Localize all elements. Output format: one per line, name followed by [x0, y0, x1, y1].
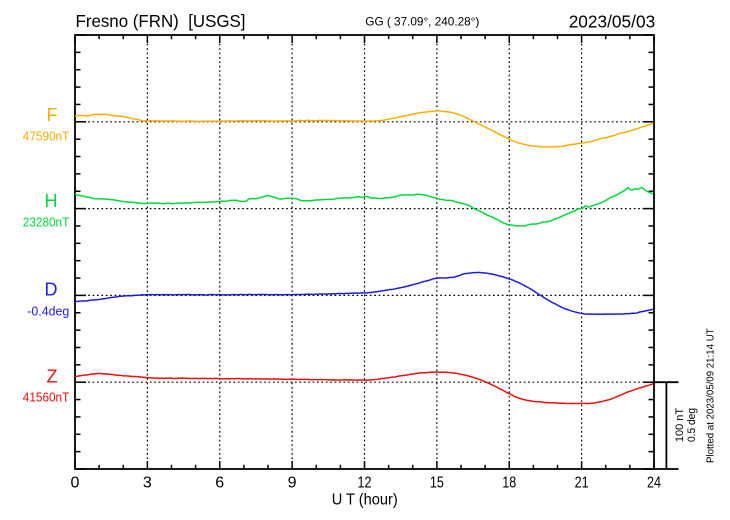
svg-text:18: 18 [502, 475, 516, 492]
svg-text:D: D [45, 280, 58, 300]
svg-text:F: F [47, 105, 58, 125]
svg-text:Z: Z [47, 367, 58, 387]
svg-text:24: 24 [647, 475, 661, 492]
svg-text:U T (hour): U T (hour) [332, 492, 398, 509]
svg-text:15: 15 [430, 475, 444, 492]
svg-text:6: 6 [215, 475, 224, 492]
svg-text:2023/05/03: 2023/05/03 [569, 11, 656, 31]
svg-text:Plotted at 2023/05/09 21:14 UT: Plotted at 2023/05/09 21:14 UT [705, 328, 716, 463]
svg-text:3: 3 [143, 475, 152, 492]
svg-text:9: 9 [288, 475, 297, 492]
svg-text:-0.4deg: -0.4deg [27, 304, 69, 319]
svg-text:0.5 deg: 0.5 deg [686, 408, 698, 442]
svg-text:GG ( 37.09°, 240.28°): GG ( 37.09°, 240.28°) [365, 15, 479, 29]
svg-text:23280nT: 23280nT [23, 215, 70, 230]
svg-text:47590nT: 47590nT [23, 128, 70, 143]
svg-text:H: H [45, 191, 58, 211]
svg-text:0: 0 [71, 475, 80, 492]
svg-text:Fresno (FRN) [USGS]: Fresno (FRN) [USGS] [76, 11, 246, 31]
svg-text:41560nT: 41560nT [23, 390, 70, 405]
svg-text:100 nT: 100 nT [674, 408, 686, 443]
svg-text:21: 21 [575, 475, 589, 492]
svg-text:12: 12 [358, 475, 372, 492]
